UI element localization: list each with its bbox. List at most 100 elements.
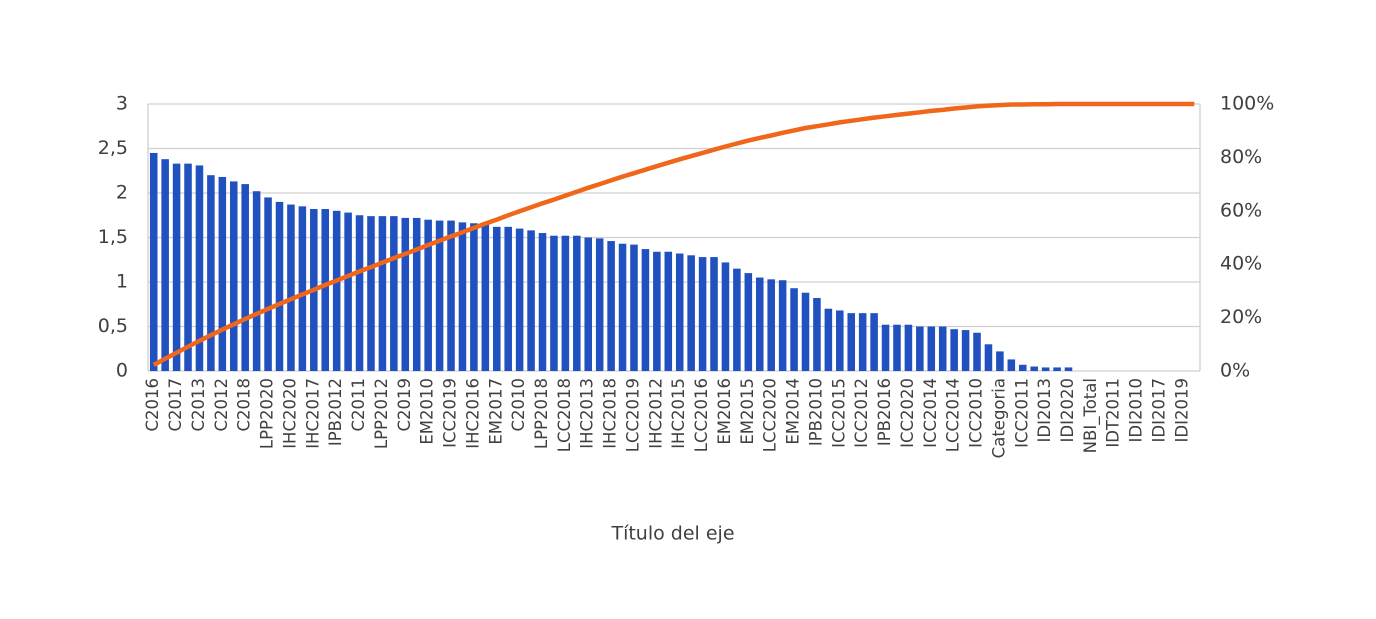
bar (252, 191, 261, 371)
bar (424, 219, 432, 371)
x-tick-label: EM2017 (486, 378, 505, 445)
bar (550, 235, 558, 371)
x-tick-label: IPB2012 (326, 378, 345, 446)
x-tick-label: IPB2016 (875, 378, 894, 446)
bar (515, 228, 524, 371)
x-tick-label: LCC2018 (555, 378, 574, 452)
bar (412, 217, 421, 371)
bar (973, 332, 981, 371)
x-tick-label: LCC2016 (692, 378, 711, 452)
x-tick-label: EM2016 (715, 378, 734, 445)
y-tick-label: 2,5 (98, 137, 128, 159)
bar (1007, 359, 1016, 371)
x-tick-label: IDI2020 (1058, 378, 1077, 442)
bar (927, 326, 936, 371)
bar (858, 313, 867, 371)
x-tick-label: IHC2012 (646, 378, 665, 449)
bar (390, 216, 398, 371)
y-tick-label: 1,5 (98, 226, 128, 248)
bar (733, 268, 741, 371)
y2-tick-label: 40% (1220, 253, 1262, 275)
x-tick-label: C2012 (212, 378, 231, 432)
bar (961, 330, 970, 371)
bar (996, 351, 1004, 371)
bar (675, 253, 684, 371)
bar (824, 308, 833, 371)
y2-tick-label: 0% (1220, 360, 1250, 382)
bar (836, 310, 844, 371)
bar (790, 288, 798, 371)
y2-tick-label: 100% (1220, 93, 1274, 115)
bar (527, 230, 535, 371)
x-tick-label: NBI_Total (1081, 378, 1101, 453)
bar (1041, 367, 1050, 371)
bar (298, 206, 307, 371)
x-tick-label: IHC2017 (303, 378, 322, 449)
x-tick-label: LCC2014 (944, 378, 963, 452)
x-tick-label: ICC2011 (1012, 378, 1031, 448)
bar (161, 159, 169, 371)
bar (653, 251, 661, 371)
y-tick-label: 1 (116, 271, 128, 293)
bar (870, 313, 878, 371)
bar (367, 216, 375, 371)
bar (241, 184, 249, 371)
bar (287, 204, 295, 371)
bar (641, 249, 650, 371)
y-tick-label: 2 (116, 182, 128, 204)
bar (435, 220, 444, 371)
x-tick-label: C2013 (189, 378, 208, 432)
bar (1018, 364, 1027, 371)
bar (595, 238, 604, 371)
bar (332, 210, 341, 371)
bar (481, 224, 490, 371)
x-axis-title: Título del eje (610, 523, 734, 545)
y-tick-label: 0,5 (98, 315, 128, 337)
bar (218, 176, 227, 371)
line (152, 101, 1195, 367)
bar (321, 209, 330, 371)
x-tick-label: ICC2020 (898, 378, 917, 448)
x-tick-label: IHC2016 (463, 378, 482, 449)
bar (207, 175, 215, 371)
y2-tick-label: 80% (1220, 146, 1262, 168)
x-tick-label: IHC2018 (601, 378, 620, 449)
x-tick-label: C2011 (349, 378, 368, 432)
x-tick-label: LCC2019 (623, 378, 642, 452)
bar (401, 217, 410, 371)
bar (916, 326, 924, 371)
bar (229, 181, 238, 371)
bar (664, 251, 673, 371)
x-tick-label: ICC2015 (829, 378, 848, 448)
x-tick-label: ICC2014 (921, 378, 940, 448)
x-tick-label: LPP2018 (532, 378, 551, 449)
bar (938, 326, 947, 371)
bar (184, 163, 192, 371)
x-tick-label: IDI2017 (1149, 378, 1168, 442)
x-tick-label: EM2015 (738, 378, 757, 445)
x-tick-label: ICC2012 (852, 378, 871, 448)
bar (378, 216, 387, 371)
bar (195, 165, 204, 371)
bar (710, 257, 718, 371)
bar (767, 279, 775, 371)
bar (847, 313, 856, 371)
bar (573, 235, 581, 371)
bar (504, 226, 512, 371)
x-tick-label: EM2010 (418, 378, 437, 445)
bar (881, 324, 890, 371)
x-tick-label: IDI2019 (1172, 378, 1191, 442)
bar (470, 223, 478, 371)
x-tick-label: IDT2011 (1104, 378, 1123, 448)
x-tick-label: IPB2010 (806, 378, 825, 446)
x-tick-label: C2010 (509, 378, 528, 432)
x-tick-label: IHC2013 (578, 378, 597, 449)
x-tick-label: IDI2013 (1035, 378, 1054, 442)
bar (630, 244, 638, 371)
bar (744, 273, 753, 371)
x-tick-label: C2019 (395, 378, 414, 432)
bar (607, 241, 615, 371)
bar (492, 226, 501, 371)
bar (458, 222, 467, 371)
